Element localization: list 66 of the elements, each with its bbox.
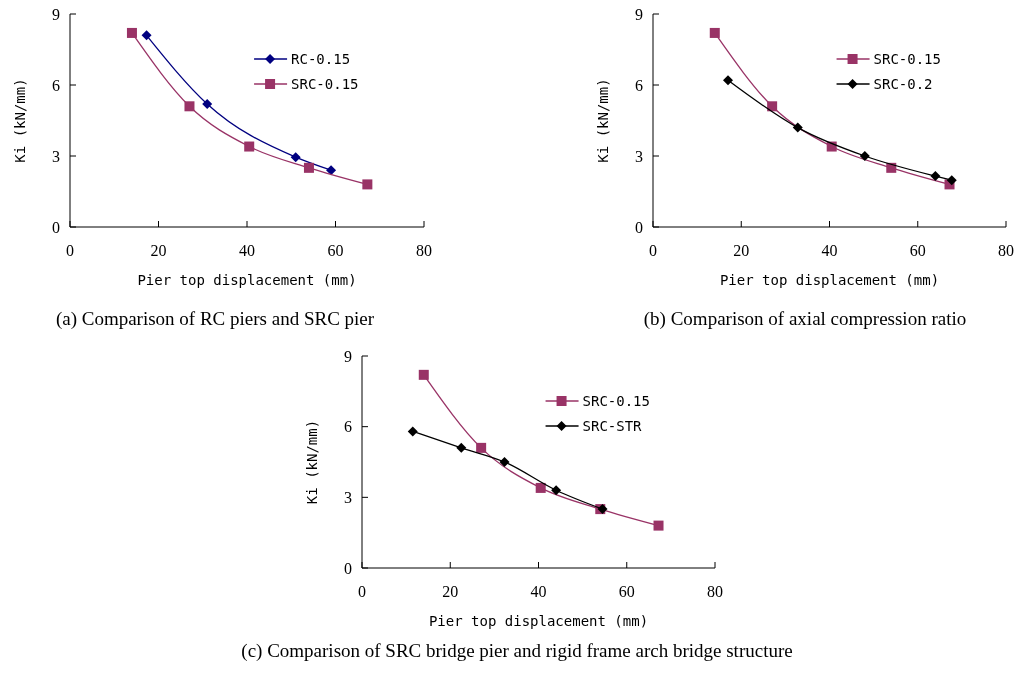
x-tick-label: 40: [530, 583, 547, 600]
point: [723, 75, 734, 86]
x-tick-label: 40: [821, 242, 838, 259]
legend-label: SRC-0.15: [873, 50, 941, 67]
y-tick-label: 6: [635, 76, 643, 94]
x-tick-label: 80: [998, 242, 1014, 259]
y-tick-label: 9: [635, 5, 643, 23]
point: [859, 151, 870, 161]
x-tick-label: 80: [416, 242, 432, 259]
y-tick-label: 0: [344, 559, 352, 577]
point: [456, 442, 467, 453]
point: [792, 122, 803, 133]
point: [326, 165, 337, 176]
x-tick-label: 60: [327, 242, 344, 259]
text: (b) Comparison of axial compression ratio: [643, 308, 967, 330]
point: [930, 171, 941, 182]
y-tick-label: 3: [52, 147, 60, 165]
y-tick-label: 6: [52, 76, 60, 94]
point: [290, 152, 301, 163]
point: [476, 442, 487, 453]
x-tick-label: 0: [66, 242, 74, 259]
x-tick-label: 60: [618, 583, 635, 600]
point: [551, 485, 562, 496]
text: (a) Comparison of RC piers and SRC pier: [55, 308, 375, 330]
point: [709, 27, 720, 38]
point: [418, 369, 429, 380]
point: [303, 162, 314, 173]
x-axis-title: Pier top displacement (mm): [428, 613, 649, 629]
point: [767, 101, 778, 112]
point: [946, 175, 957, 186]
text: (c) Comparison of SRC bridge pier and rigid frame arch bridge structure: [241, 640, 793, 662]
point: [535, 482, 546, 493]
point: [202, 98, 213, 109]
legend-label: RC-0.15: [291, 50, 351, 67]
x-tick-label: 20: [442, 583, 459, 600]
y-tick-label: 6: [344, 418, 352, 436]
point: [141, 30, 152, 41]
legend-label: SRC-STR: [582, 417, 643, 434]
y-tick-label: 0: [635, 218, 643, 236]
x-tick-label: 80: [707, 583, 723, 600]
legend-label: SRC-0.15: [582, 392, 650, 409]
x-axis-title: Pier top displacement (mm): [719, 272, 940, 288]
point: [126, 27, 137, 38]
x-tick-label: 20: [733, 242, 750, 259]
x-tick-label: 20: [150, 242, 167, 259]
y-axis-title: Ki (kN/mm): [304, 419, 320, 505]
x-tick-label: 0: [649, 242, 657, 259]
x-axis-title: Pier top displacement (mm): [137, 272, 357, 288]
point: [362, 179, 373, 190]
legend-label: SRC-0.15: [291, 75, 359, 92]
y-axis-title: Ki (kN/mm): [12, 78, 28, 163]
x-tick-label: 40: [239, 242, 255, 259]
y-tick-label: 9: [344, 347, 352, 365]
point: [244, 141, 255, 152]
x-tick-label: 60: [909, 242, 926, 259]
y-tick-label: 0: [52, 218, 60, 236]
y-axis-title: Ki (kN/mm): [595, 78, 611, 163]
legend-label: SRC-0.2: [873, 75, 933, 92]
point: [499, 457, 510, 467]
y-tick-label: 3: [635, 147, 643, 165]
point: [184, 101, 195, 112]
y-tick-label: 9: [52, 5, 60, 23]
x-tick-label: 0: [358, 583, 366, 600]
y-tick-label: 3: [344, 488, 352, 506]
point: [407, 426, 418, 437]
point: [653, 520, 664, 531]
